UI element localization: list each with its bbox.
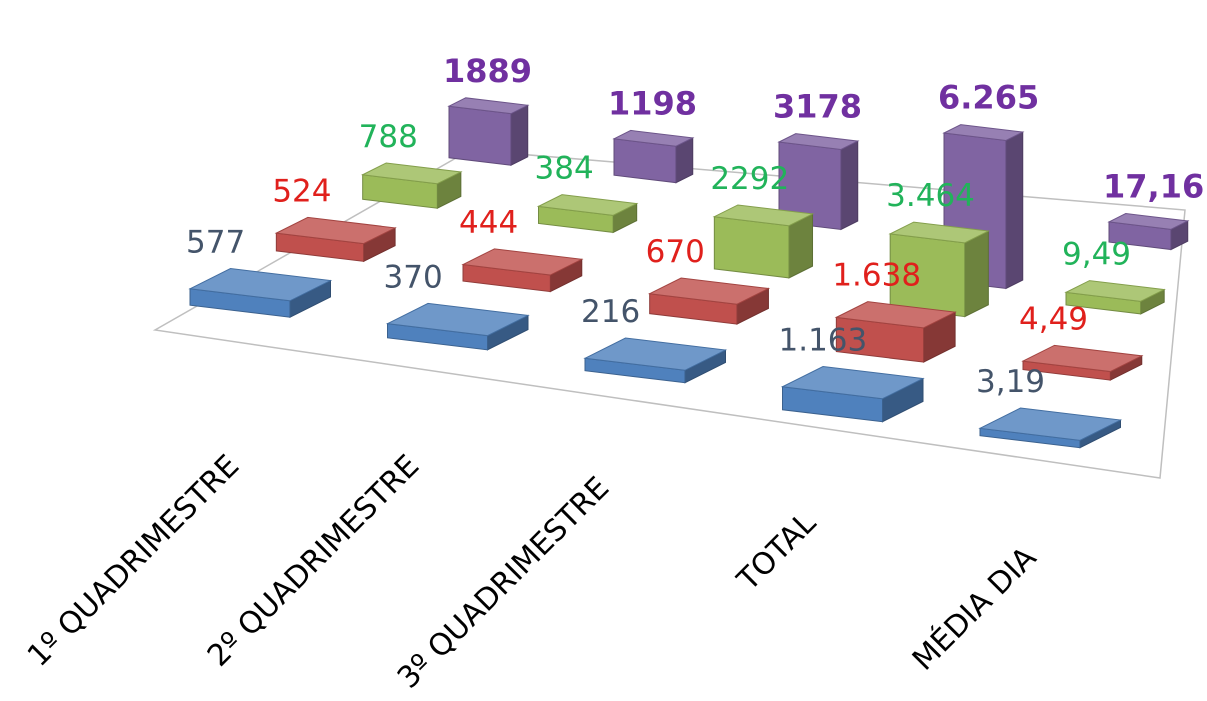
bar	[777, 133, 860, 231]
value-label: 4,49	[1019, 301, 1088, 337]
bar	[888, 221, 991, 318]
bar	[1064, 280, 1166, 315]
bar	[385, 302, 530, 351]
bar	[447, 97, 530, 167]
bar	[1107, 213, 1190, 251]
value-label: 2292	[710, 161, 789, 197]
bar	[1021, 344, 1144, 381]
chart-bars	[188, 97, 1190, 449]
value-label: 444	[459, 205, 518, 241]
bar	[780, 365, 925, 423]
chart-floor	[152, 149, 1186, 479]
value-label: 524	[272, 173, 331, 209]
value-label: 1.638	[832, 258, 921, 294]
bar	[360, 162, 463, 210]
bar	[583, 337, 728, 384]
bar	[978, 407, 1123, 449]
value-labels: 1889 1198 3178 6.265 17,16 788 384 2292 3.464 9,4…	[186, 52, 1204, 400]
bar	[188, 268, 333, 319]
value-label: 670	[646, 234, 705, 270]
bar	[274, 216, 397, 263]
bar	[461, 248, 584, 293]
bar	[712, 204, 815, 279]
value-label: 216	[581, 294, 640, 330]
value-label: 577	[186, 225, 245, 261]
value-label: 6.265	[938, 79, 1039, 117]
category-label: 3º QUADRIMESTRE	[391, 470, 616, 695]
value-label: 17,16	[1103, 168, 1204, 206]
bar	[536, 194, 639, 234]
value-label: 3178	[773, 88, 862, 126]
value-label: 1.163	[779, 323, 868, 359]
bar	[647, 277, 771, 325]
value-label: 3.464	[886, 178, 975, 214]
value-label: 9,49	[1062, 237, 1131, 273]
value-label: 370	[384, 259, 443, 295]
value-label: 1198	[608, 84, 697, 122]
category-label: TOTAL	[730, 505, 823, 598]
value-label: 384	[535, 151, 594, 187]
value-label: 3,19	[976, 364, 1045, 400]
value-label: 1889	[443, 52, 532, 90]
value-label: 788	[359, 119, 418, 155]
bar	[834, 301, 957, 363]
bar	[612, 129, 695, 184]
category-label: MÉDIA DIA	[905, 539, 1043, 677]
